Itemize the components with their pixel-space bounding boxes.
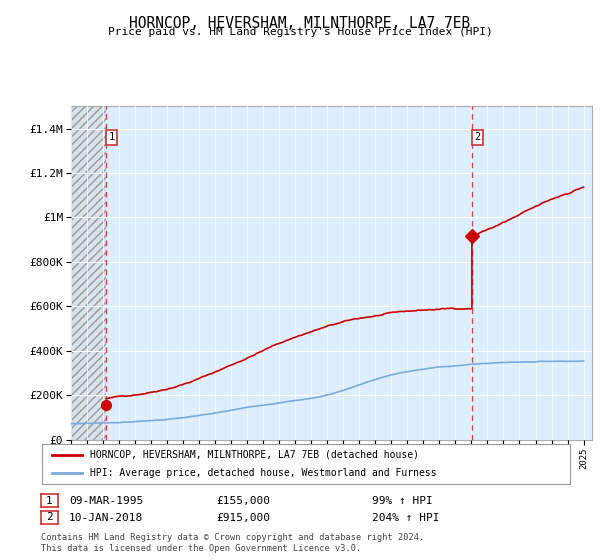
Text: HPI: Average price, detached house, Westmorland and Furness: HPI: Average price, detached house, West… — [89, 468, 436, 478]
Text: Contains HM Land Registry data © Crown copyright and database right 2024.
This d: Contains HM Land Registry data © Crown c… — [41, 533, 424, 553]
Text: 2: 2 — [46, 512, 53, 522]
Text: Price paid vs. HM Land Registry's House Price Index (HPI): Price paid vs. HM Land Registry's House … — [107, 27, 493, 37]
Text: 1: 1 — [108, 133, 115, 142]
Text: HORNCOP, HEVERSHAM, MILNTHORPE, LA7 7EB (detached house): HORNCOP, HEVERSHAM, MILNTHORPE, LA7 7EB … — [89, 450, 419, 460]
Bar — [71, 106, 106, 440]
Text: 09-MAR-1995: 09-MAR-1995 — [69, 496, 143, 506]
Text: 1: 1 — [46, 496, 53, 506]
Text: 2: 2 — [474, 133, 481, 142]
Text: HORNCOP, HEVERSHAM, MILNTHORPE, LA7 7EB: HORNCOP, HEVERSHAM, MILNTHORPE, LA7 7EB — [130, 16, 470, 31]
Text: 99% ↑ HPI: 99% ↑ HPI — [372, 496, 433, 506]
Text: £155,000: £155,000 — [216, 496, 270, 506]
Bar — [71, 106, 106, 440]
Text: 204% ↑ HPI: 204% ↑ HPI — [372, 513, 439, 523]
Text: £915,000: £915,000 — [216, 513, 270, 523]
Text: 10-JAN-2018: 10-JAN-2018 — [69, 513, 143, 523]
